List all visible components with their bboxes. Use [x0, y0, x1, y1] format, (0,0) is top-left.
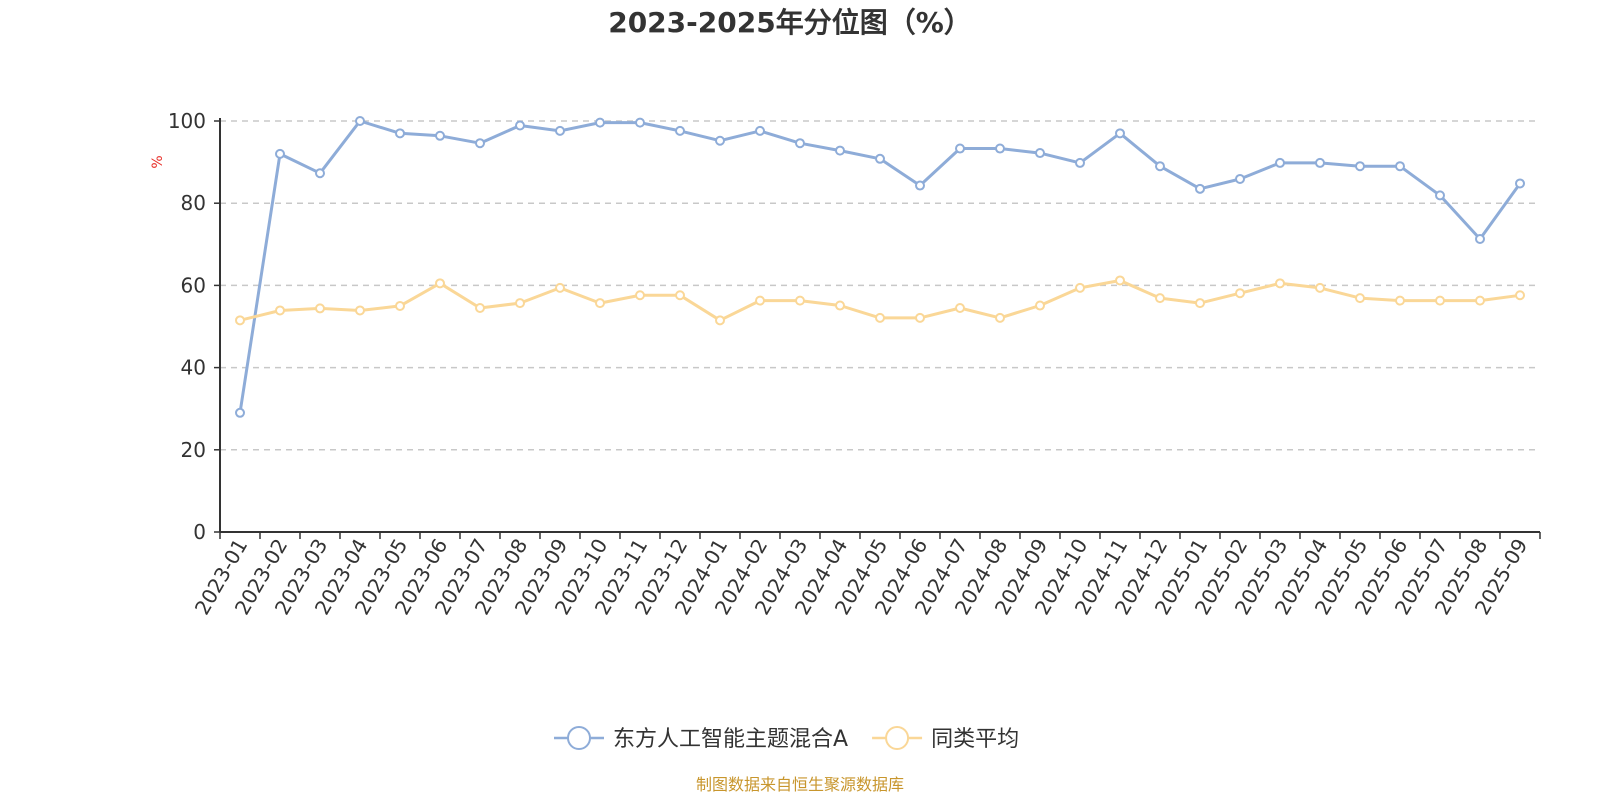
source-note: 制图数据来自恒生聚源数据库 — [696, 775, 904, 794]
data-point — [395, 128, 405, 139]
data-point — [635, 117, 645, 128]
grid-lines — [220, 120, 1540, 451]
legend-label: 同类平均 — [931, 727, 1019, 752]
legend[interactable]: 东方人工智能主题混合A 同类平均 — [554, 726, 1019, 752]
data-point — [515, 298, 525, 309]
legend-item-1[interactable]: 东方人工智能主题混合A — [554, 726, 848, 752]
data-point — [1315, 157, 1325, 168]
data-point — [355, 116, 365, 126]
data-point — [635, 290, 645, 301]
data-point — [435, 130, 445, 141]
data-point — [1475, 295, 1485, 306]
data-point — [1475, 233, 1485, 244]
y-tick-label: 100 — [168, 109, 206, 133]
data-point — [1035, 300, 1045, 311]
data-point — [555, 282, 565, 293]
legend-circle-icon — [885, 726, 910, 750]
data-point — [475, 303, 485, 314]
data-point — [835, 145, 845, 156]
data-point — [1075, 157, 1085, 168]
series-line — [238, 119, 1522, 414]
data-point — [995, 143, 1005, 154]
data-point — [1515, 290, 1525, 301]
data-point — [675, 125, 685, 136]
legend-item-2[interactable]: 同类平均 — [872, 726, 1019, 752]
data-point — [435, 278, 445, 289]
data-point — [1155, 293, 1165, 304]
data-point — [675, 290, 685, 301]
data-point — [1355, 293, 1365, 304]
data-point — [755, 295, 765, 306]
y-axis-unit-label: % — [150, 155, 166, 168]
data-point — [1195, 298, 1205, 309]
data-point — [315, 168, 325, 179]
data-point — [1275, 278, 1285, 289]
data-point — [555, 125, 565, 136]
data-point — [315, 303, 325, 314]
data-point — [1235, 173, 1245, 184]
y-tick-label: 20 — [181, 438, 206, 462]
data-point — [995, 312, 1005, 323]
data-point — [1315, 282, 1325, 293]
y-axis-tick-labels: 0 20 40 60 80 100 — [168, 109, 220, 544]
data-point — [395, 300, 405, 311]
data-point — [875, 312, 885, 323]
data-point — [355, 305, 365, 316]
x-axis-tick-labels: 2023-012023-022023-032023-042023-052023-… — [190, 532, 1541, 619]
data-point — [1395, 295, 1405, 306]
data-point — [795, 138, 805, 149]
data-point — [1035, 148, 1045, 159]
y-tick-label: 40 — [181, 356, 206, 380]
data-point — [235, 407, 245, 418]
legend-circle-icon — [567, 726, 591, 750]
data-point — [1515, 178, 1525, 189]
data-point — [875, 153, 885, 164]
y-tick-label: 80 — [181, 191, 206, 215]
series-2 — [235, 275, 1525, 326]
data-point — [515, 120, 525, 131]
chart-title: 2023-2025年分位图（%） — [608, 6, 972, 39]
data-point — [235, 315, 245, 326]
data-point — [1355, 161, 1365, 172]
data-point — [955, 143, 965, 154]
data-point — [1435, 295, 1445, 306]
data-point — [595, 117, 605, 128]
data-point — [715, 315, 725, 326]
data-point — [275, 305, 285, 316]
axes — [219, 118, 1540, 533]
data-point — [1235, 288, 1245, 299]
data-point — [1115, 275, 1125, 286]
data-point — [915, 180, 925, 191]
series-lines — [235, 116, 1525, 418]
legend-label: 东方人工智能主题混合A — [613, 727, 848, 752]
data-point — [1155, 161, 1165, 172]
data-point — [1075, 282, 1085, 293]
data-point — [595, 298, 605, 309]
data-point — [475, 138, 485, 149]
data-point — [1395, 161, 1405, 172]
data-point — [1195, 183, 1205, 194]
data-point — [915, 312, 925, 323]
data-point — [1435, 190, 1445, 201]
data-point — [1275, 157, 1285, 168]
data-point — [715, 135, 725, 146]
y-tick-label: 0 — [193, 520, 206, 544]
data-point — [835, 300, 845, 311]
data-point — [795, 295, 805, 306]
data-point — [955, 303, 965, 314]
data-point — [1115, 128, 1125, 139]
y-tick-label: 60 — [181, 273, 206, 297]
data-point — [275, 148, 285, 159]
series-1 — [235, 116, 1525, 418]
data-point — [755, 125, 765, 136]
